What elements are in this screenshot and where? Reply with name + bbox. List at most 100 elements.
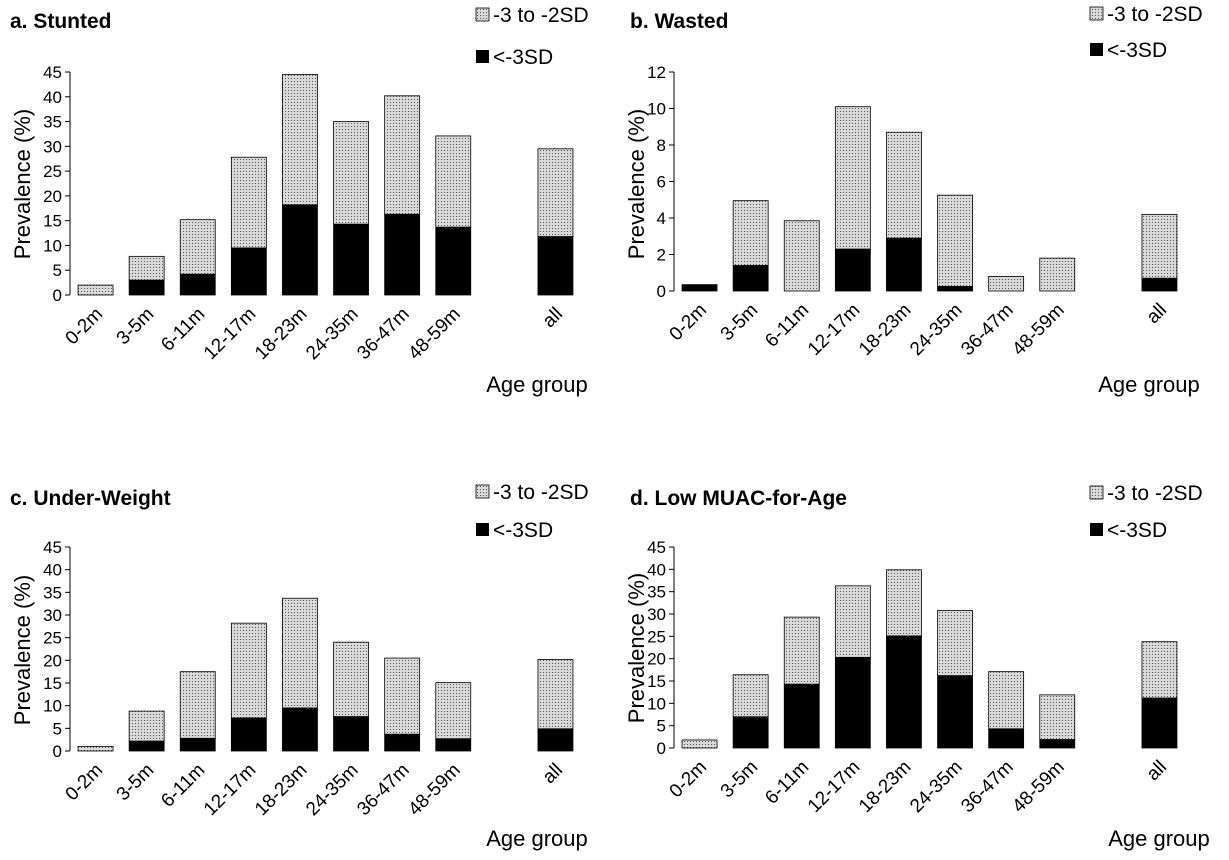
x-tick-label: 48-59m — [1008, 757, 1068, 817]
y-tick-label: 10 — [43, 697, 62, 716]
x-tick-label: 3-5m — [113, 760, 158, 805]
bar-moderate-36-47m — [988, 671, 1025, 730]
y-tick-label: 30 — [647, 605, 666, 624]
x-tick-label: 36-47m — [353, 760, 413, 820]
bar-moderate-3-5m — [128, 710, 165, 742]
bar-moderate-24-35m — [333, 641, 369, 717]
bar-severe-3-5m — [732, 716, 769, 749]
x-tick-label: 3-5m — [113, 304, 158, 349]
y-tick-label: 30 — [43, 137, 62, 156]
chart-title: d. Low MUAC-for-Age — [630, 487, 847, 510]
legend-label-severe: <-3SD — [1107, 519, 1167, 542]
bar-moderate-0-2m — [77, 284, 114, 296]
bar-moderate-36-47m — [384, 657, 421, 735]
y-tick-label: 5 — [53, 261, 62, 280]
bar-moderate-0-2m — [681, 739, 718, 749]
bar-severe-6-11m — [783, 683, 820, 749]
legend-label-severe: <-3SD — [1107, 39, 1167, 62]
legend-swatch-moderate — [1089, 485, 1104, 500]
bar-moderate-all — [1141, 213, 1178, 279]
legend-swatch-moderate — [475, 484, 490, 499]
bar-severe-24-35m — [937, 286, 973, 292]
bar-severe-12-17m — [230, 247, 267, 296]
legend-swatch-moderate — [475, 7, 490, 22]
x-tick-label: 12-17m — [200, 760, 260, 820]
bar-severe-6-11m — [179, 737, 216, 752]
legend-swatch-severe — [476, 523, 489, 536]
x-tick-label: 24-35m — [302, 304, 362, 364]
x-tick-label: 3-5m — [717, 300, 762, 345]
y-tick-label: 35 — [43, 113, 62, 132]
x-axis-label: Age group — [1098, 372, 1200, 397]
x-tick-label: 18-23m — [251, 760, 311, 820]
y-tick-label: 15 — [43, 212, 62, 231]
y-tick-label: 40 — [43, 561, 62, 580]
bar-severe-36-47m — [384, 733, 421, 752]
y-tick-label: 30 — [43, 606, 62, 625]
bar-severe-18-23m — [282, 707, 318, 752]
bar-severe-18-23m — [886, 635, 922, 749]
bar-severe-48-59m — [435, 738, 472, 752]
bar-severe-24-35m — [333, 223, 369, 296]
y-tick-label: 45 — [43, 538, 62, 557]
bar-moderate-all — [1141, 641, 1178, 699]
y-tick-label: 10 — [647, 694, 666, 713]
x-tick-label: 36-47m — [957, 300, 1017, 360]
y-tick-label: 40 — [647, 560, 666, 579]
chart-panel-2: b. Wasted -3 to -2SD <-3SD 0 2 4 6 8 10 12 Prevale… — [624, 3, 1203, 397]
x-tick-label: all — [1143, 300, 1171, 328]
chart-title: c. Under-Weight — [10, 487, 171, 510]
x-tick-label: all — [539, 760, 567, 788]
bar-severe-0-2m — [681, 284, 718, 292]
x-tick-label: 24-35m — [906, 757, 966, 817]
x-tick-label: 12-17m — [804, 757, 864, 817]
legend-swatch-severe — [1090, 43, 1103, 56]
chart-title: a. Stunted — [10, 10, 112, 33]
x-tick-label: 0-2m — [666, 757, 711, 802]
x-tick-label: 48-59m — [404, 304, 464, 364]
bar-severe-36-47m — [384, 213, 421, 296]
bar-moderate-12-17m — [834, 585, 871, 658]
bar-severe-18-23m — [282, 204, 318, 296]
bar-moderate-3-5m — [732, 674, 769, 718]
chart-panel-3: c. Under-Weight -3 to -2SD <-3SD 0 5 10 15 20 25… — [10, 481, 589, 851]
x-tick-label: 24-35m — [302, 760, 362, 820]
bar-moderate-24-35m — [937, 610, 973, 677]
bar-moderate-48-59m — [435, 682, 472, 740]
bar-severe-12-17m — [834, 248, 871, 292]
bar-moderate-36-47m — [384, 95, 421, 215]
y-tick-label: 25 — [43, 162, 62, 181]
legend-item-severe: <-3SD — [1090, 39, 1167, 62]
y-tick-label: 5 — [53, 719, 62, 738]
x-tick-label: all — [539, 304, 567, 332]
x-tick-label: 36-47m — [353, 304, 413, 364]
bar-severe-18-23m — [886, 237, 922, 292]
legend-item-moderate: -3 to -2SD — [1089, 3, 1203, 26]
bar-severe-6-11m — [179, 273, 216, 296]
legend-label-moderate: -3 to -2SD — [493, 481, 589, 504]
bar-moderate-3-5m — [732, 200, 769, 266]
bar-severe-all — [537, 236, 574, 296]
legend-label-severe: <-3SD — [493, 519, 553, 542]
y-tick-label: 0 — [53, 742, 62, 761]
bar-moderate-12-17m — [230, 156, 267, 249]
y-tick-label: 45 — [43, 63, 62, 82]
bar-moderate-all — [537, 148, 574, 237]
chart-panel-4: d. Low MUAC-for-Age -3 to -2SD <-3SD 0 5 10 15… — [624, 482, 1210, 851]
x-tick-label: 3-5m — [717, 757, 762, 802]
y-tick-label: 20 — [647, 650, 666, 669]
y-tick-label: 25 — [43, 629, 62, 648]
y-tick-label: 2 — [657, 246, 666, 265]
y-tick-label: 10 — [647, 100, 666, 119]
x-tick-label: 24-35m — [906, 300, 966, 360]
bar-moderate-18-23m — [886, 131, 922, 239]
bar-moderate-48-59m — [1039, 257, 1076, 292]
x-tick-label: 0-2m — [62, 760, 107, 805]
y-axis-label: Prevalence (%) — [10, 109, 35, 259]
bar-moderate-12-17m — [834, 106, 871, 250]
bar-moderate-6-11m — [783, 616, 820, 685]
x-axis-label: Age group — [1108, 826, 1210, 851]
x-tick-label: 36-47m — [957, 757, 1017, 817]
legend-item-moderate: -3 to -2SD — [475, 481, 589, 504]
